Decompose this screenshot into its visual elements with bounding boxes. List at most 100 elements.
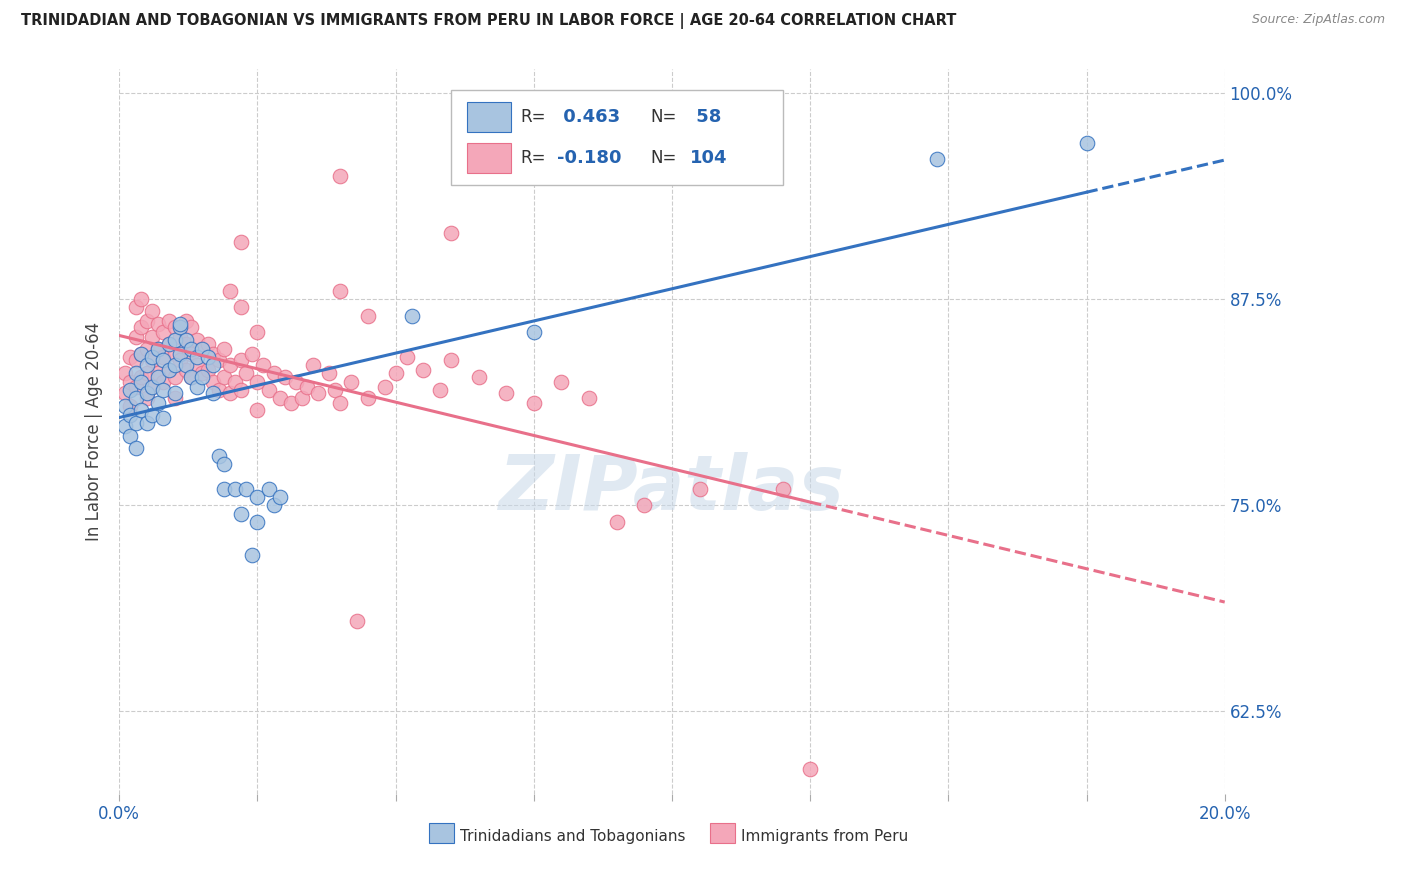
Point (229, 383, 252, 397)
Point (606, 515, 628, 529)
Point (285, 375, 308, 389)
Point (146, 317, 169, 331)
Point (197, 350, 219, 364)
Point (329, 169, 352, 183)
Point (357, 391, 380, 405)
Text: Source: ZipAtlas.com: Source: ZipAtlas.com (1251, 13, 1385, 27)
Point (146, 369, 169, 384)
Point (125, 416, 148, 430)
Point (246, 515, 269, 529)
Point (169, 320, 191, 334)
Point (125, 301, 148, 315)
Point (229, 353, 252, 368)
Point (146, 367, 169, 381)
Point (114, 419, 136, 434)
Point (120, 400, 142, 414)
Point (131, 346, 153, 360)
Point (135, 367, 157, 381)
Point (186, 350, 208, 364)
Point (384, 367, 406, 381)
Text: ZIPatlas: ZIPatlas (499, 452, 845, 526)
Point (578, 391, 600, 405)
Text: TRINIDADIAN AND TOBAGONIAN VS IMMIGRANTS FROM PERU IN LABOR FORCE | AGE 20-64 CO: TRINIDADIAN AND TOBAGONIAN VS IMMIGRANTS… (21, 13, 956, 29)
Point (235, 367, 257, 381)
Point (1076, 136, 1098, 150)
Point (186, 334, 208, 348)
Point (218, 358, 240, 372)
Point (927, 152, 949, 166)
Point (202, 386, 225, 401)
Point (550, 375, 572, 389)
Point (257, 482, 280, 496)
Text: 0.463: 0.463 (557, 108, 620, 126)
Point (180, 346, 202, 360)
Point (186, 358, 208, 372)
Point (174, 314, 197, 328)
Point (263, 367, 285, 381)
Point (440, 353, 463, 368)
Point (318, 367, 340, 381)
Point (191, 342, 214, 356)
Point (346, 614, 368, 628)
Point (135, 386, 157, 401)
Point (120, 350, 142, 364)
Point (429, 383, 451, 397)
Point (125, 330, 148, 344)
Point (135, 314, 157, 328)
Text: Trinidadians and Tobagonians: Trinidadians and Tobagonians (460, 829, 685, 844)
Point (180, 369, 202, 384)
Point (197, 336, 219, 351)
Point (263, 498, 285, 512)
Point (202, 358, 225, 372)
Point (163, 369, 186, 384)
FancyBboxPatch shape (451, 90, 783, 185)
Point (329, 284, 352, 298)
Point (269, 490, 291, 504)
Point (523, 396, 546, 410)
Point (169, 317, 191, 331)
Point (125, 391, 148, 405)
Point (125, 353, 148, 368)
Point (163, 320, 186, 334)
Point (246, 375, 269, 389)
Point (141, 408, 163, 422)
Point (229, 235, 252, 249)
Point (163, 346, 186, 360)
Point (357, 309, 380, 323)
Point (163, 334, 186, 348)
Point (141, 303, 163, 318)
Point (169, 353, 191, 368)
Y-axis label: In Labor Force | Age 20-64: In Labor Force | Age 20-64 (86, 321, 103, 541)
Point (114, 386, 136, 401)
Point (295, 379, 318, 393)
Point (152, 353, 174, 368)
Point (240, 346, 263, 360)
Point (191, 367, 214, 381)
Point (257, 383, 280, 397)
FancyBboxPatch shape (467, 143, 510, 173)
Text: R=: R= (520, 149, 546, 167)
Point (401, 309, 423, 323)
Point (125, 367, 148, 381)
Point (214, 342, 236, 356)
Point (633, 498, 655, 512)
Point (689, 482, 711, 496)
Point (131, 375, 153, 389)
Point (135, 358, 157, 372)
Text: 104: 104 (690, 149, 727, 167)
Point (772, 482, 794, 496)
Point (120, 383, 142, 397)
Point (307, 386, 329, 401)
Point (208, 449, 231, 463)
Point (152, 375, 174, 389)
Point (114, 367, 136, 381)
Point (131, 320, 153, 334)
Point (135, 342, 157, 356)
Point (135, 416, 157, 430)
Point (252, 358, 274, 372)
Point (799, 762, 821, 776)
Point (246, 490, 269, 504)
Point (191, 342, 214, 356)
Point (180, 369, 202, 384)
Point (163, 391, 186, 405)
